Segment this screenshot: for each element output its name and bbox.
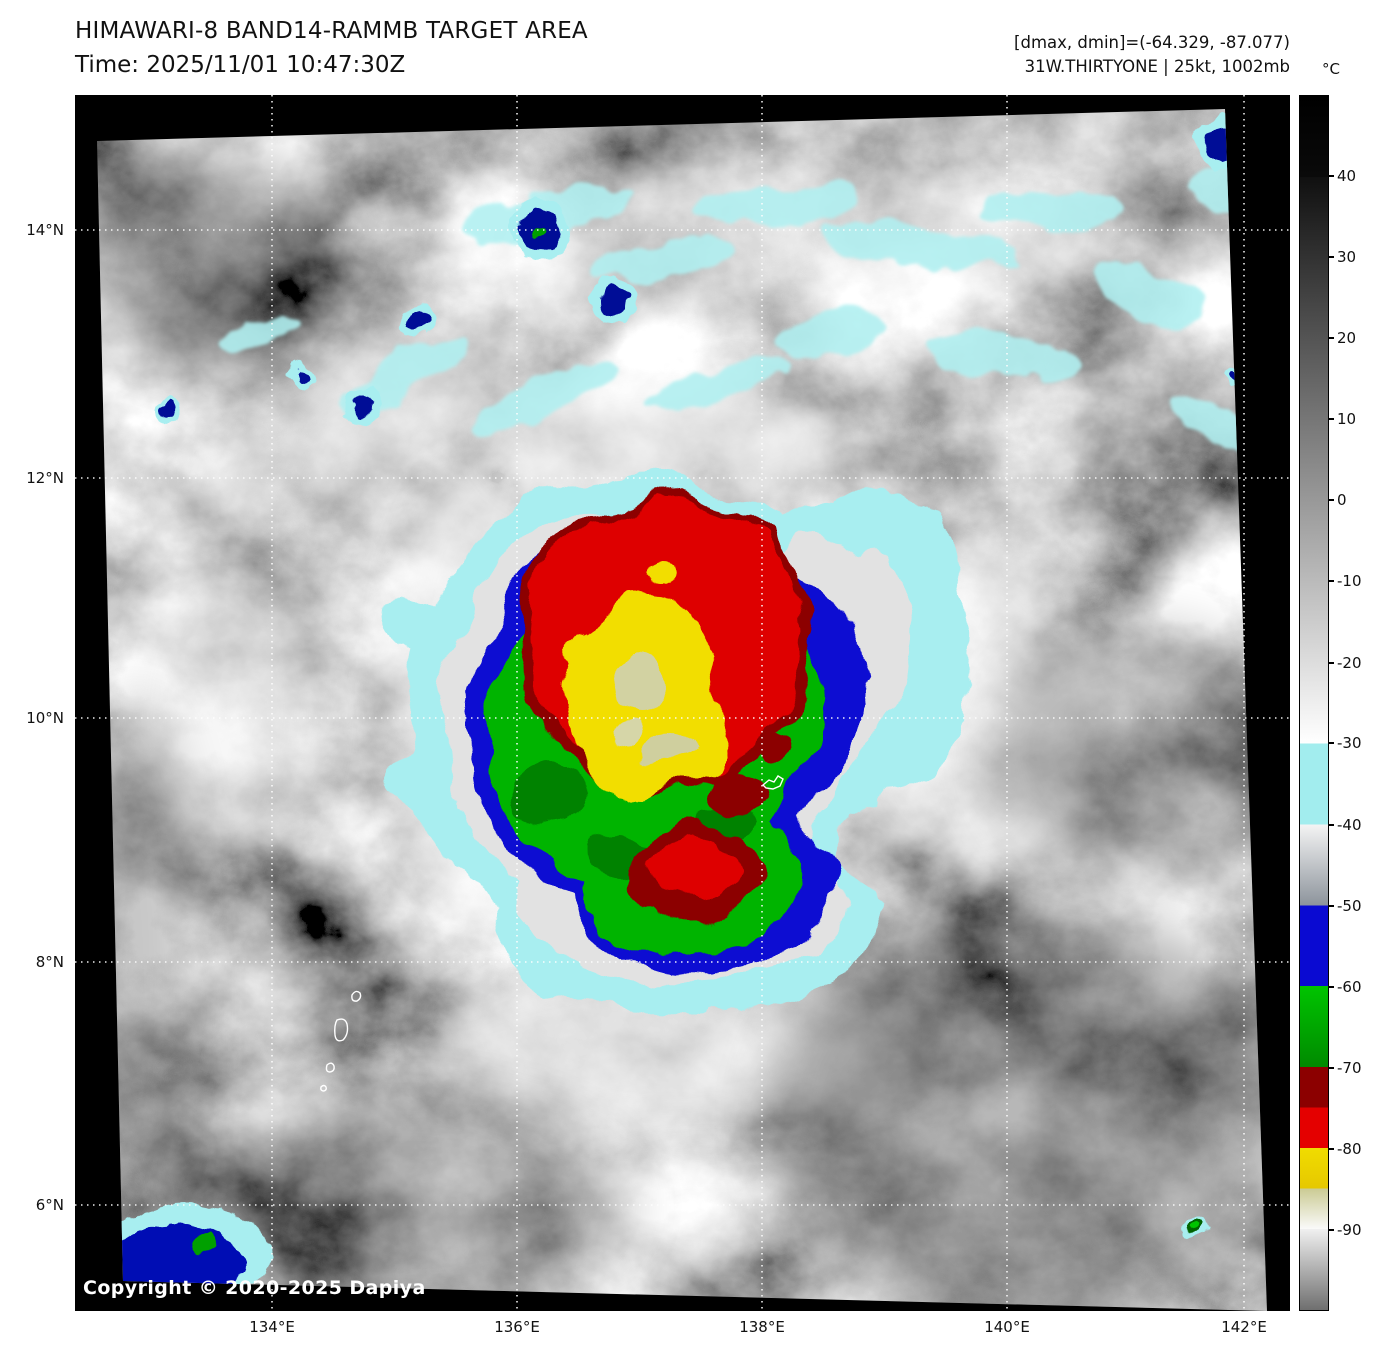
colorbar-tick-label: -90 [1329, 1220, 1362, 1239]
colorbar-tick-label: 40 [1328, 167, 1357, 186]
lat-axis: 14°N 12°N 10°N 8°N 6°N [0, 95, 70, 1311]
colorbar-gradient [1299, 95, 1329, 1311]
data-swath [97, 109, 1267, 1311]
colorbar-tick-label: -40 [1329, 815, 1362, 834]
colorbar-tick-label: -60 [1329, 977, 1362, 996]
colorbar-tick-label: 10 [1328, 410, 1357, 429]
storm-cell [380, 477, 974, 1015]
latitude-label: 10°N [26, 709, 64, 727]
lon-axis: 134°E 136°E 138°E 140°E 142°E [75, 1316, 1290, 1344]
longitude-label: 136°E [494, 1318, 540, 1336]
latitude-label: 14°N [26, 221, 64, 239]
latitude-label: 12°N [26, 469, 64, 487]
colorbar-tick-label: -80 [1329, 1139, 1362, 1158]
timestamp-label: Time: 2025/11/01 10:47:30Z [75, 52, 406, 78]
grid-lines [75, 95, 1290, 1311]
header-right-block: [dmax, dmin]=(-64.329, -87.077) 31W.THIR… [770, 31, 1290, 79]
colorbar-tick-label: 20 [1328, 329, 1357, 348]
longitude-label: 134°E [249, 1318, 295, 1336]
colorbar-ticks: 40 30 20 10 0 -10 -20 -30 -40 -50 -60 -70 -80 -90 [1328, 95, 1389, 1311]
convective-specks [97, 117, 1249, 1311]
page-title: HIMAWARI-8 BAND14-RAMMB TARGET AREA [75, 18, 588, 44]
dmax-dmin-readout: [dmax, dmin]=(-64.329, -87.077) [1014, 33, 1290, 52]
cloud-masses [97, 145, 1267, 1311]
colorbar-tick-label: 0 [1329, 491, 1347, 510]
colorbar-tick-label: 30 [1328, 248, 1357, 267]
colorbar-tick-label: -30 [1329, 734, 1362, 753]
colorbar-tick-label: -20 [1329, 653, 1362, 672]
colorbar-tick-label: -10 [1329, 572, 1362, 591]
satellite-image-frame: Copyright © 2020-2025 Dapiya [75, 95, 1290, 1311]
latitude-label: 8°N [35, 953, 64, 971]
longitude-label: 140°E [984, 1318, 1030, 1336]
longitude-label: 142°E [1221, 1318, 1267, 1336]
satellite-imagery [75, 95, 1290, 1311]
longitude-label: 138°E [739, 1318, 785, 1336]
coastline-outlines [320, 775, 784, 1092]
colorbar-tick-label: -50 [1329, 896, 1362, 915]
colorbar-unit-label: °C [1322, 60, 1340, 78]
copyright-label: Copyright © 2020-2025 Dapiya [83, 1277, 426, 1299]
storm-info-label: 31W.THIRTYONE | 25kt, 1002mb [1024, 57, 1290, 76]
latitude-label: 6°N [35, 1196, 64, 1214]
colorbar-tick-label: -70 [1329, 1058, 1362, 1077]
